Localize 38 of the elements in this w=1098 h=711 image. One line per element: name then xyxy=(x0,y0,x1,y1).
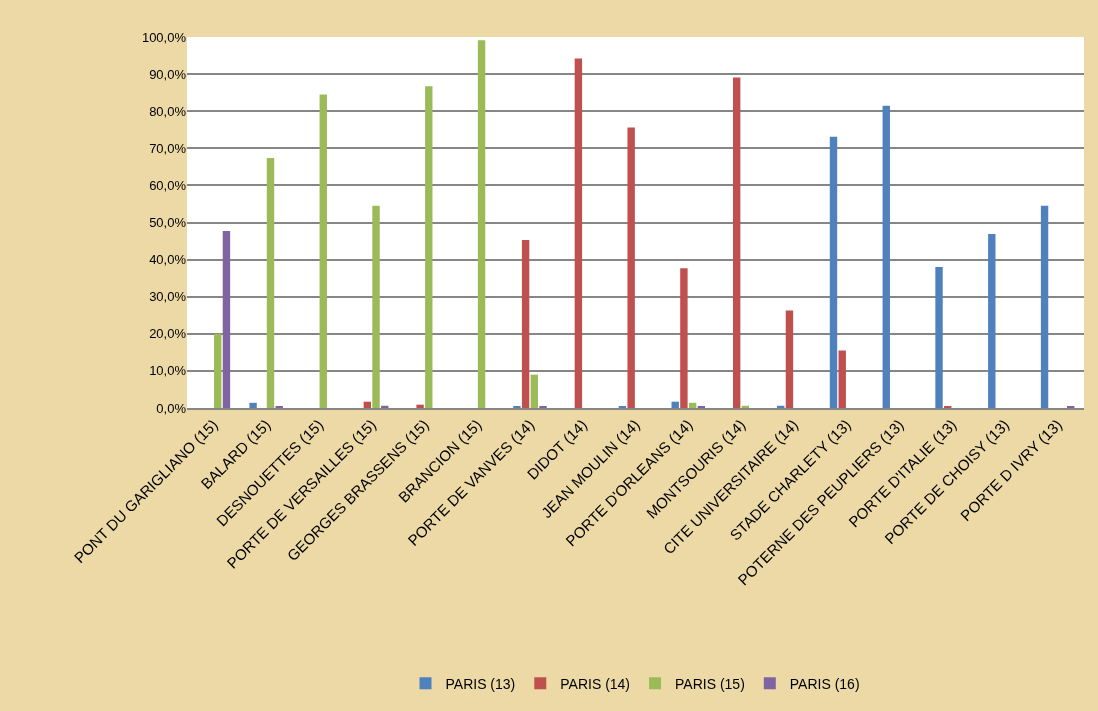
y-tick-label: 100,0% xyxy=(141,29,187,45)
bar xyxy=(732,77,741,408)
bar xyxy=(372,205,380,408)
y-tick-label: 70,0% xyxy=(149,140,187,156)
y-tick-label: 40,0% xyxy=(149,252,187,268)
legend-label: PARIS (13) xyxy=(445,675,516,692)
y-tick-label: 10,0% xyxy=(149,363,187,379)
bar xyxy=(785,310,794,408)
bar xyxy=(838,350,846,408)
bar xyxy=(319,94,327,408)
y-tick-label: 50,0% xyxy=(149,215,187,231)
y-tick-label: 20,0% xyxy=(149,326,187,342)
bar xyxy=(829,136,838,408)
bar xyxy=(1040,205,1049,408)
y-tick-label: 60,0% xyxy=(149,177,187,193)
bar xyxy=(477,40,486,408)
y-tick-label: 90,0% xyxy=(149,66,187,82)
bar xyxy=(425,86,433,408)
legend-label: PARIS (14) xyxy=(560,675,631,692)
legend-label: PARIS (16) xyxy=(789,675,860,692)
bar xyxy=(988,234,996,408)
bar xyxy=(530,374,539,408)
y-tick-label: 0,0% xyxy=(156,400,187,416)
bar xyxy=(521,239,530,408)
legend-label: PARIS (15) xyxy=(675,675,745,692)
bar xyxy=(627,127,635,408)
bar xyxy=(266,157,275,408)
bar xyxy=(214,333,222,408)
bar xyxy=(882,105,890,408)
y-tick-label: 30,0% xyxy=(149,289,187,305)
bar xyxy=(935,267,943,408)
bar xyxy=(249,402,257,408)
y-tick-label: 80,0% xyxy=(149,103,187,119)
bar xyxy=(574,58,583,408)
bar xyxy=(416,404,424,408)
bar xyxy=(222,231,231,408)
bar xyxy=(688,402,697,408)
bar xyxy=(680,268,688,408)
